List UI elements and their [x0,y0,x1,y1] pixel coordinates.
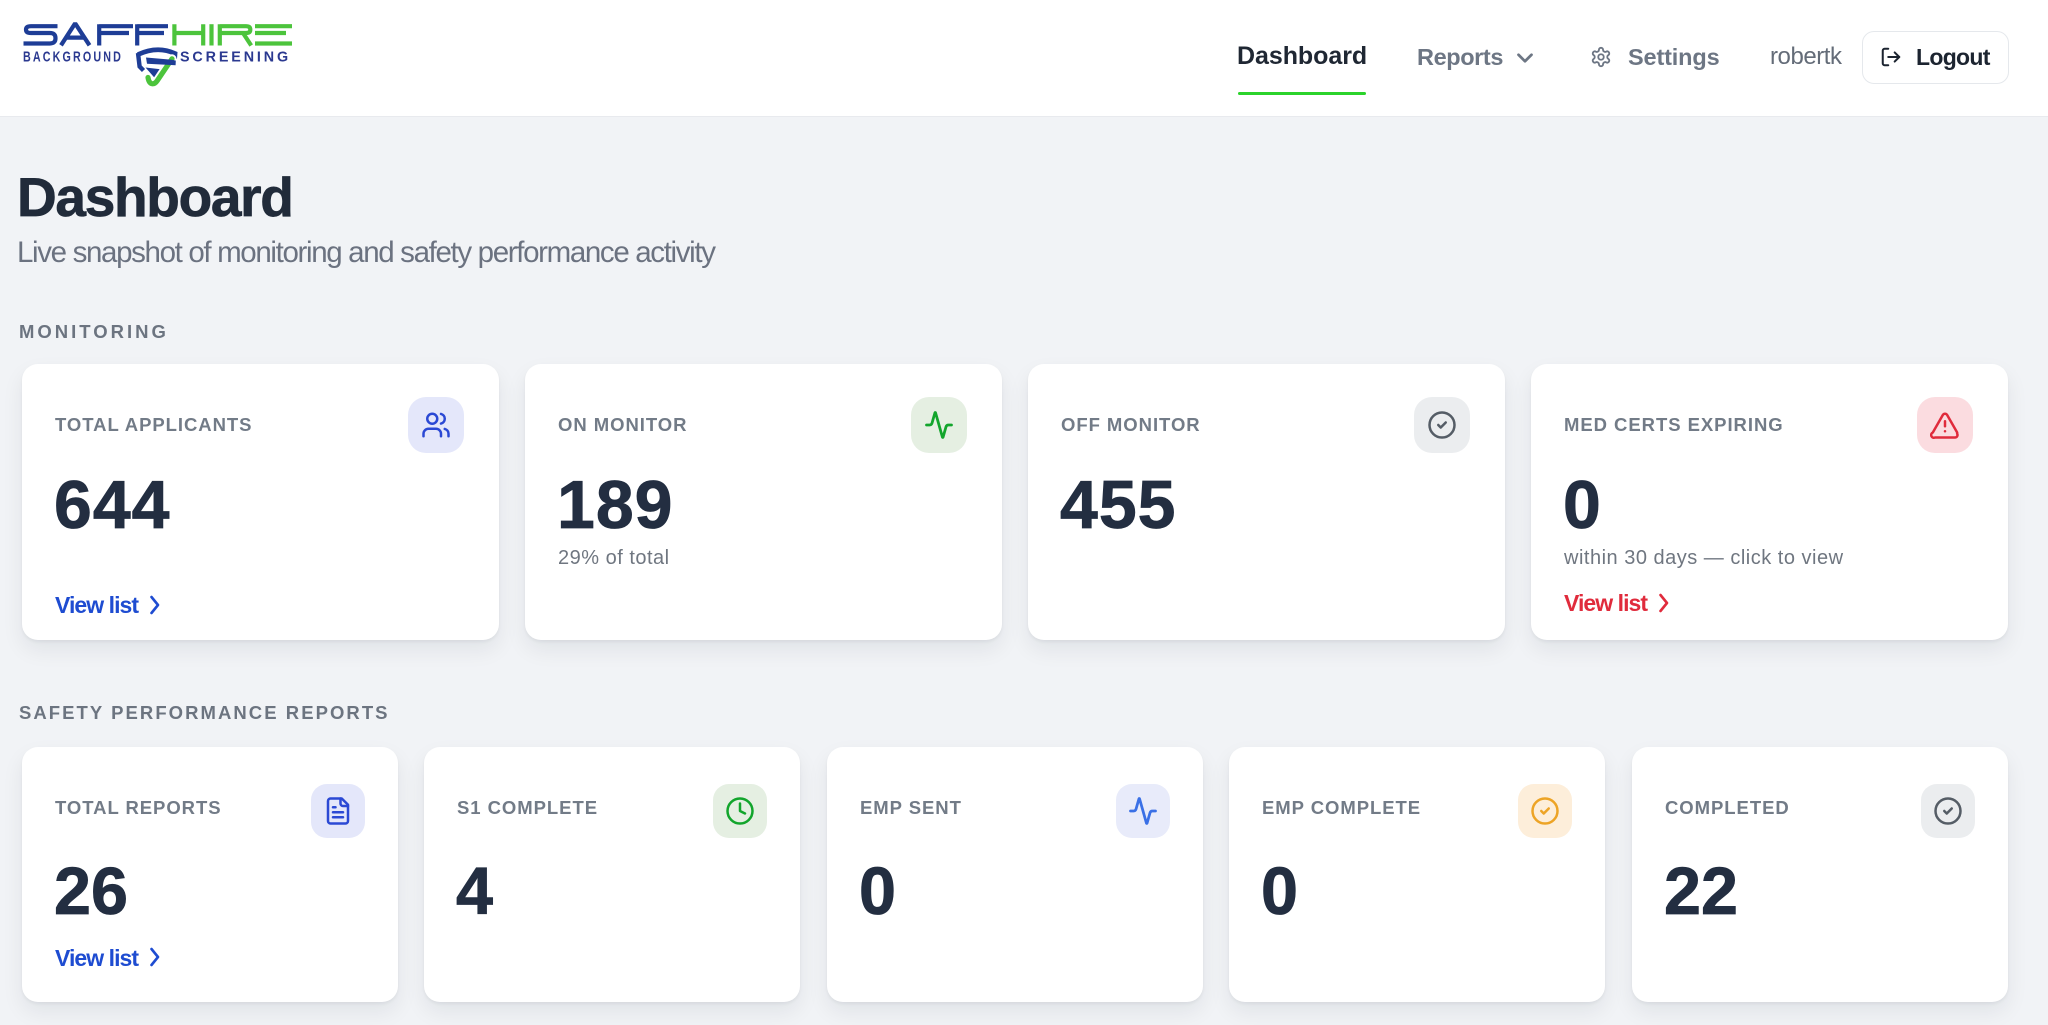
svg-text:SCREENING: SCREENING [180,49,291,66]
svg-text:BACKGROUND: BACKGROUND [23,49,123,66]
